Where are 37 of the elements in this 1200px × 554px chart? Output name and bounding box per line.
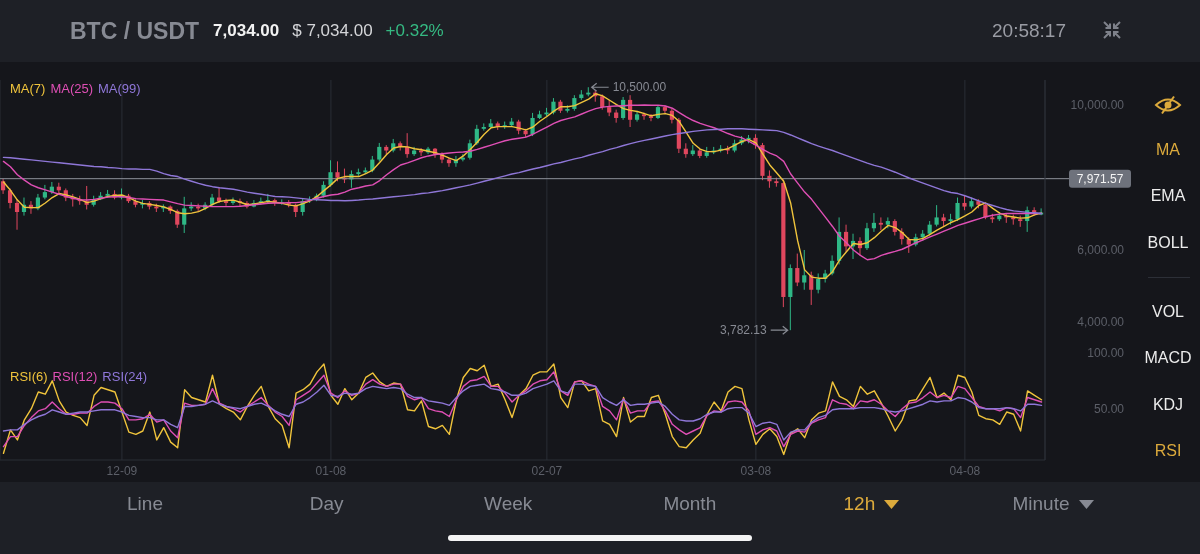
x-tick-label: 12-09 — [106, 464, 138, 478]
text: Line — [127, 493, 163, 515]
series-label: RSI(24) — [102, 369, 148, 385]
text: Week — [484, 493, 533, 515]
text: BOLL — [1147, 233, 1189, 251]
y-tick-label: 10,000.00 — [1070, 98, 1125, 113]
text: BTC / USDT — [70, 17, 200, 45]
ref-line-label: 7,971.57 — [1076, 171, 1124, 186]
text: EMA — [1150, 187, 1186, 205]
x-tick-label: 02-07 — [531, 464, 563, 478]
text: MA(25) — [50, 81, 94, 97]
text: MA(7) — [10, 81, 46, 97]
y-tick-label: 50.00 — [1093, 401, 1125, 416]
y-tick-label: 100.00 — [1087, 345, 1125, 360]
series-label: RSI(12) — [52, 369, 98, 385]
text: Month — [663, 493, 717, 515]
text: 7,034.00 — [213, 21, 280, 41]
x-tick-label: 01-08 — [315, 464, 347, 478]
text: +0.32% — [385, 21, 444, 41]
y-tick-label: 6,000.00 — [1077, 242, 1125, 257]
text: $ 7,034.00 — [292, 21, 373, 41]
text: Minute — [1012, 493, 1070, 515]
text: MA — [1156, 141, 1180, 158]
text: MACD — [1144, 349, 1192, 367]
text: MA(99) — [98, 81, 141, 97]
text: VOL — [1151, 302, 1184, 320]
text: KDJ — [1152, 395, 1184, 413]
text: Day — [309, 493, 344, 515]
x-tick-label: 03-08 — [740, 464, 772, 478]
annotation: 3,782.13 — [720, 323, 768, 338]
text: 20:58:17 — [992, 20, 1066, 42]
text: RSI — [1154, 441, 1182, 459]
text: 12h — [843, 493, 876, 515]
y-tick-label: 4,000.00 — [1077, 315, 1125, 330]
series-label: RSI(6) — [10, 369, 48, 385]
annotation: 10,500.00 — [612, 80, 667, 95]
x-tick-label: 04-08 — [949, 464, 981, 478]
